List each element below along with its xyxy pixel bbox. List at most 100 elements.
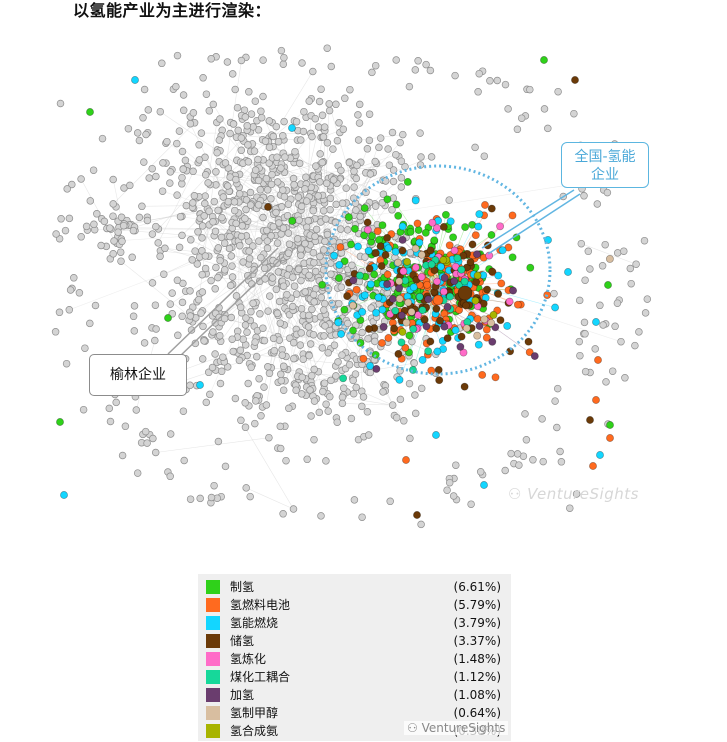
- graph-node-other: [344, 319, 352, 328]
- graph-node-other: [335, 299, 343, 308]
- graph-node-other: [270, 346, 279, 355]
- graph-node-储氢: [488, 267, 497, 276]
- graph-node-氢能燃烧: [551, 303, 560, 312]
- graph-node-储氢: [468, 240, 477, 249]
- graph-node-制氢: [340, 257, 349, 266]
- graph-node-other: [322, 215, 330, 223]
- graph-node-other: [275, 297, 284, 306]
- graph-node-other: [244, 379, 252, 388]
- graph-node-other: [329, 176, 338, 184]
- graph-node-other: [63, 185, 71, 193]
- graph-node-other: [316, 252, 324, 261]
- graph-edge: [364, 297, 371, 354]
- graph-node-other: [86, 197, 95, 205]
- national-pointer-line-2: [487, 193, 581, 255]
- graph-node-other: [332, 200, 340, 209]
- graph-node-other: [149, 434, 157, 443]
- graph-node-other: [392, 150, 400, 159]
- graph-node-other: [449, 492, 458, 500]
- graph-node-other: [255, 374, 263, 383]
- graph-node-other: [296, 341, 305, 349]
- graph-node-煤化工耦合: [339, 374, 348, 383]
- graph-node-other: [323, 44, 331, 52]
- graph-node-other: [186, 119, 195, 128]
- graph-node-other: [259, 56, 267, 64]
- graph-node-other: [405, 379, 414, 388]
- graph-node-other: [269, 334, 278, 343]
- graph-node-other: [75, 289, 84, 297]
- graph-node-制氢: [370, 270, 379, 279]
- graph-node-other: [324, 407, 332, 415]
- graph-node-other: [349, 194, 358, 202]
- graph-node-other: [242, 484, 250, 492]
- graph-node-制氢: [540, 56, 548, 64]
- graph-node-other: [513, 450, 522, 458]
- graph-node-other: [635, 328, 643, 336]
- graph-node-储氢: [365, 264, 374, 273]
- graph-node-other: [309, 330, 318, 339]
- graph-node-other: [227, 313, 236, 322]
- graph-node-氢能燃烧: [409, 283, 418, 292]
- graph-node-other: [556, 447, 564, 456]
- graph-node-other: [310, 435, 318, 444]
- graph-node-other: [230, 198, 239, 206]
- graph-node-other: [232, 219, 240, 228]
- graph-node-氢燃料电池: [383, 270, 392, 279]
- graph-node-other: [77, 233, 85, 241]
- graph-node-other: [265, 292, 274, 300]
- graph-node-氢制甲醇: [395, 294, 404, 303]
- graph-node-储氢: [432, 324, 441, 333]
- graph-node-other: [291, 147, 299, 156]
- graph-node-other: [301, 185, 309, 193]
- graph-node-氢燃料电池: [491, 373, 500, 382]
- graph-node-other: [142, 130, 150, 139]
- graph-node-other: [333, 136, 342, 145]
- graph-node-氢能燃烧: [474, 222, 483, 231]
- graph-node-other: [337, 166, 345, 175]
- graph-node-other: [327, 62, 336, 71]
- graph-node-other: [166, 472, 174, 481]
- graph-node-other: [172, 82, 180, 91]
- graph-node-other: [178, 298, 187, 307]
- graph-node-other: [566, 504, 574, 512]
- graph-node-other: [352, 174, 361, 183]
- graph-node-other: [332, 100, 340, 109]
- graph-node-other: [400, 417, 408, 425]
- graph-node-other: [216, 115, 224, 123]
- graph-node-other: [317, 293, 326, 302]
- graph-node-other: [341, 94, 349, 103]
- graph-node-hub: [432, 294, 444, 306]
- graph-node-other: [234, 126, 242, 135]
- graph-node-other: [173, 191, 181, 199]
- graph-node-other: [188, 256, 196, 264]
- graph-node-other: [529, 456, 537, 464]
- graph-node-other: [321, 237, 329, 246]
- graph-node-other: [297, 276, 305, 285]
- graph-node-other: [256, 310, 264, 318]
- graph-node-other: [251, 97, 260, 105]
- graph-node-other: [249, 299, 257, 308]
- graph-node-other: [308, 132, 316, 141]
- graph-node-other: [417, 153, 425, 161]
- graph-node-other: [306, 386, 314, 394]
- graph-node-other: [289, 273, 297, 281]
- graph-node-other: [178, 147, 187, 156]
- graph-node-氢合成氨: [439, 256, 448, 264]
- graph-node-加氢: [383, 280, 392, 289]
- graph-node-other: [580, 192, 588, 200]
- graph-node-other: [397, 183, 406, 191]
- graph-edge: [155, 437, 269, 453]
- graph-node-other: [538, 415, 546, 423]
- graph-node-other: [265, 433, 273, 442]
- graph-node-other: [333, 418, 341, 426]
- graph-node-other: [355, 100, 364, 109]
- graph-node-other: [322, 179, 331, 188]
- graph-node-other: [259, 213, 267, 222]
- graph-node-other: [105, 404, 114, 413]
- graph-node-other: [121, 422, 130, 431]
- graph-node-储氢: [364, 325, 373, 333]
- graph-node-other: [109, 250, 117, 258]
- graph-node-other: [338, 351, 346, 359]
- legend-value: (3.37%): [453, 634, 501, 648]
- graph-node-氢能燃烧: [503, 321, 512, 330]
